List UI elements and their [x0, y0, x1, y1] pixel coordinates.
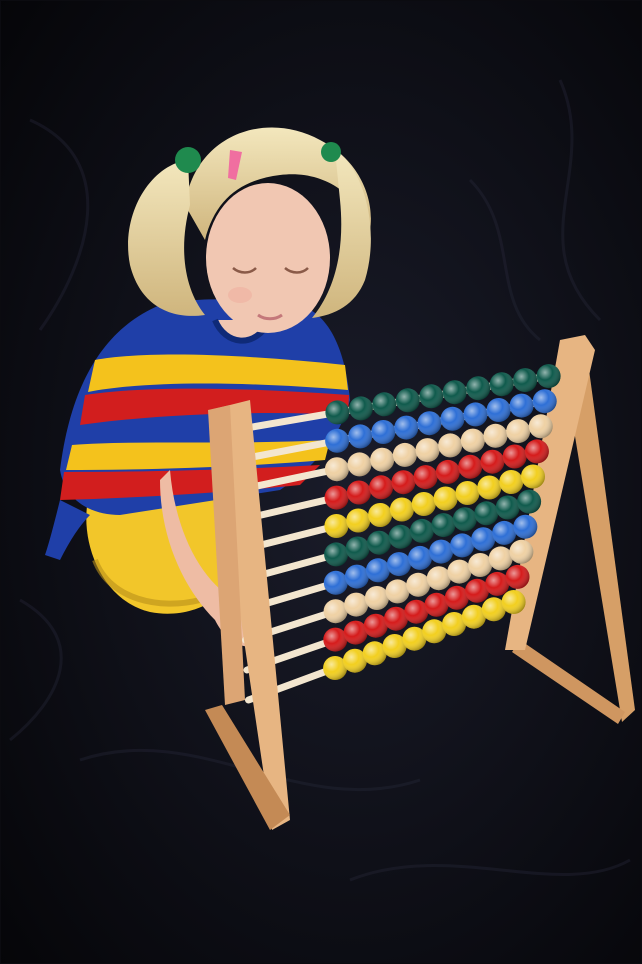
abacus-bead-shine	[466, 376, 491, 401]
abacus-bead-shine	[348, 396, 373, 421]
abacus-bead-shine	[460, 428, 485, 453]
abacus-bead-shine	[513, 514, 538, 539]
abacus-bead-shine	[450, 533, 475, 558]
abacus-bead-shine	[528, 414, 553, 439]
abacus-bead-shine	[344, 564, 369, 589]
abacus-bead-shine	[325, 428, 350, 453]
face	[206, 183, 330, 333]
cheek	[228, 287, 252, 303]
abacus-bead-shine	[502, 444, 527, 469]
abacus-bead-shine	[323, 599, 348, 624]
green-hair-tie-left	[175, 147, 201, 173]
abacus-bead-shine	[365, 558, 390, 583]
abacus-bead-shine	[532, 389, 557, 414]
abacus-bead-shine	[367, 530, 391, 555]
abacus-bead-shine	[505, 564, 530, 589]
abacus-bead-shine	[372, 392, 397, 417]
abacus-bead-shine	[480, 449, 505, 474]
abacus-bead-shine	[417, 411, 442, 436]
abacus-bead-shine	[413, 465, 438, 490]
abacus-bead-shine	[486, 398, 511, 422]
abacus-bead-shine	[324, 542, 349, 567]
abacus-bead-shine	[385, 579, 410, 604]
abacus-bead-shine	[324, 485, 349, 510]
abacus-bead-shine	[346, 508, 371, 533]
abacus-bead-shine	[347, 452, 372, 477]
abacus-bead-shine	[499, 470, 524, 494]
abacus-bead-shine	[492, 520, 517, 545]
abacus-bead-shine	[364, 586, 389, 610]
abacus-bead-shine	[458, 454, 483, 479]
abacus-bead-shine	[392, 442, 417, 467]
abacus-bead-shine	[344, 592, 369, 617]
abacus-bead-shine	[419, 384, 444, 409]
abacus-bead-shine	[411, 492, 436, 516]
abacus-bead-shine	[406, 572, 431, 597]
abacus-bead-shine	[323, 570, 348, 595]
abacus-bead-shine	[517, 489, 542, 514]
abacus-bead-shine	[387, 552, 411, 577]
abacus-bead-shine	[509, 393, 534, 418]
abacus-bead-shine	[426, 566, 451, 591]
abacus-bead-shine	[471, 527, 496, 552]
abacus-bead-shine	[452, 507, 477, 532]
abacus-bead-shine	[371, 420, 396, 444]
abacus-bead-shine	[388, 524, 413, 549]
abacus-bead-shine	[440, 406, 465, 431]
abacus-bead-shine	[433, 486, 458, 511]
abacus-bead-shine	[495, 495, 520, 520]
abacus-bead-shine	[348, 424, 373, 449]
abacus-bead-shine	[435, 459, 460, 484]
abacus-bead-shine	[389, 497, 414, 522]
abacus-bead-shine	[455, 481, 480, 505]
abacus-bead-shine	[438, 433, 463, 458]
abacus-bead-shine	[521, 464, 545, 489]
abacus-bead-shine	[442, 380, 467, 405]
abacus-bead-shine	[369, 475, 394, 500]
abacus-bead-shine	[408, 545, 432, 570]
abacus-bead-shine	[513, 368, 538, 393]
abacus-bead-shine	[489, 372, 514, 397]
abacus-bead-shine	[488, 546, 513, 571]
abacus-bead-shine	[370, 447, 395, 472]
abacus-bead-shine	[447, 559, 472, 584]
abacus-bead-shine	[345, 536, 370, 561]
abacus-bead-shine	[409, 518, 434, 543]
abacus-bead-shine	[429, 539, 454, 564]
abacus-bead-shine	[346, 480, 371, 505]
abacus-bead-shine	[536, 364, 561, 389]
abacus-bead-shine	[395, 388, 420, 413]
abacus-bead-shine	[506, 419, 531, 444]
abacus-bead-shine	[483, 423, 508, 448]
abacus-bead-shine	[501, 590, 526, 614]
abacus-bead-shine	[324, 457, 349, 482]
green-hair-tie-right	[321, 142, 341, 162]
abacus-bead-shine	[524, 439, 549, 464]
abacus-bead-shine	[324, 514, 349, 538]
abacus-bead-shine	[368, 503, 393, 527]
abacus-bead-shine	[325, 400, 350, 425]
abacus-bead-shine	[394, 415, 419, 440]
abacus-bead-shine	[415, 438, 440, 463]
abacus-bead-shine	[463, 402, 488, 427]
abacus-bead-shine	[468, 553, 493, 577]
abacus-bead-shine	[477, 475, 502, 500]
abacus-bead-shine	[474, 501, 499, 526]
abacus-bead-shine	[391, 470, 416, 495]
abacus-bead-shine	[509, 539, 534, 564]
abacus-bead-shine	[431, 513, 456, 538]
